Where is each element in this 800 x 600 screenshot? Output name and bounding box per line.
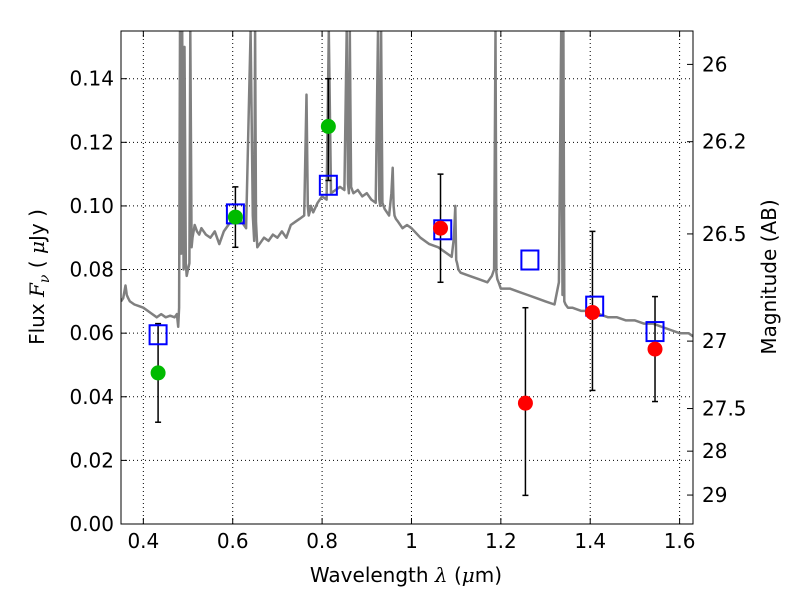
model-square-marker <box>148 324 168 346</box>
observed-point <box>150 365 166 381</box>
y-tick-label: 0.14 <box>69 67 114 91</box>
y2-tick-label: 26 <box>702 52 727 76</box>
x-tick-label: 0.4 <box>127 529 159 553</box>
data-markers <box>148 118 665 411</box>
spectrum-line <box>121 31 693 338</box>
x-tick-label: 1.2 <box>485 529 517 553</box>
y-axis-label: Flux Fν ( μJy ) <box>25 209 53 345</box>
observed-point <box>320 118 336 134</box>
y2-tick-label: 29 <box>702 483 727 507</box>
y2-tick-label: 28 <box>702 439 727 463</box>
model-square-marker <box>520 249 540 271</box>
x-tick-label: 1 <box>405 529 418 553</box>
y2-tick-label: 27 <box>702 329 727 353</box>
y-tick-label: 0.02 <box>69 448 114 472</box>
observed-point <box>433 220 449 236</box>
y2-tick-label: 26.5 <box>702 222 747 246</box>
y-tick-label: 0.10 <box>69 194 114 218</box>
y-tick-label: 0.06 <box>69 321 114 345</box>
y2-axis-label: Magnitude (AB) <box>757 199 781 354</box>
plot-frame <box>120 30 694 525</box>
observed-point <box>227 209 243 225</box>
x-tick-label: 1.6 <box>664 529 696 553</box>
y2-tick-label: 27.5 <box>702 397 747 421</box>
y2-tick-label: 26.2 <box>702 130 747 154</box>
observed-point <box>584 304 600 320</box>
y-tick-label: 0.08 <box>69 258 114 282</box>
spectrum-layer <box>121 31 693 338</box>
x-tick-label: 0.6 <box>217 529 249 553</box>
x-tick-label: 0.8 <box>306 529 338 553</box>
y-tick-label: 0.00 <box>69 512 114 536</box>
y-tick-label: 0.04 <box>69 385 114 409</box>
model-square-marker <box>318 174 338 196</box>
model-square-marker <box>645 321 665 343</box>
axis-ticks: 0.4 0.6 0.8 1 1.2 1.4 1.6 0.00 0.02 0.04 0.06 0.08 0… <box>69 31 747 553</box>
observed-point <box>647 341 663 357</box>
x-tick-label: 1.4 <box>574 529 606 553</box>
x-axis-label: Wavelength λ (μm) <box>310 563 502 587</box>
observed-point <box>517 395 533 411</box>
y-tick-label: 0.12 <box>69 130 114 154</box>
